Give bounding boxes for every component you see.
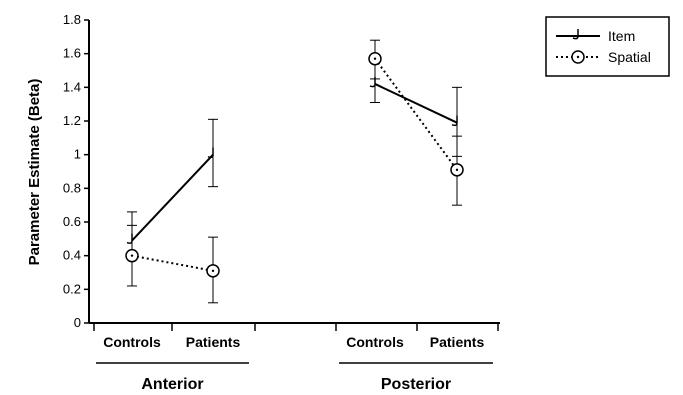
y-tick-label: 0 (74, 315, 81, 330)
category-label: Controls (346, 334, 404, 350)
series-line (374, 83, 458, 124)
category-label: Patients (186, 334, 241, 350)
spatial-marker-dot (455, 168, 459, 172)
item-marker (207, 147, 214, 159)
x-ticks (93, 323, 499, 331)
y-tick-label: 1.4 (63, 79, 81, 94)
y-tick-label: 0.6 (63, 214, 81, 229)
category-labels: Controls Patients Controls Patients (103, 334, 484, 350)
legend-label: Spatial (608, 49, 651, 65)
spatial-marker-dot (576, 55, 580, 59)
legend-label: Item (608, 28, 635, 44)
axes (88, 20, 500, 324)
series-layer (125, 39, 464, 304)
y-tick-label: 1.2 (63, 113, 81, 128)
legend-frame (545, 16, 670, 77)
group-labels: Anterior Posterior (96, 362, 493, 393)
y-axis-label: Parameter Estimate (Beta) (26, 79, 43, 266)
spatial-marker-dot (373, 57, 377, 60)
legend: Item Spatial (545, 16, 670, 77)
y-tick-label: 0.8 (63, 180, 81, 195)
series-line (131, 254, 214, 272)
item-marker (451, 115, 458, 127)
y-tick-label: 1.6 (63, 46, 81, 61)
series-spatial (125, 39, 464, 304)
group-label: Posterior (381, 376, 451, 393)
spatial-marker-dot (211, 269, 215, 273)
item-marker (126, 233, 133, 244)
series-line (131, 153, 214, 242)
series-line (374, 58, 458, 171)
category-label: Controls (103, 334, 161, 350)
y-tick-label: 1.8 (63, 12, 81, 27)
category-label: Patients (430, 334, 485, 350)
item-marker (572, 29, 579, 40)
y-tick-label: 0.2 (63, 281, 81, 296)
y-tick-label: 1 (74, 147, 81, 162)
spatial-marker-dot (130, 254, 134, 257)
group-label: Anterior (141, 376, 203, 393)
y-ticks: 0 0.2 0.4 0.6 0.8 1 1.2 1.4 1.6 1.8 (63, 12, 89, 330)
series-item (126, 58, 462, 257)
item-marker (369, 76, 376, 88)
y-tick-label: 0.4 (63, 248, 81, 263)
